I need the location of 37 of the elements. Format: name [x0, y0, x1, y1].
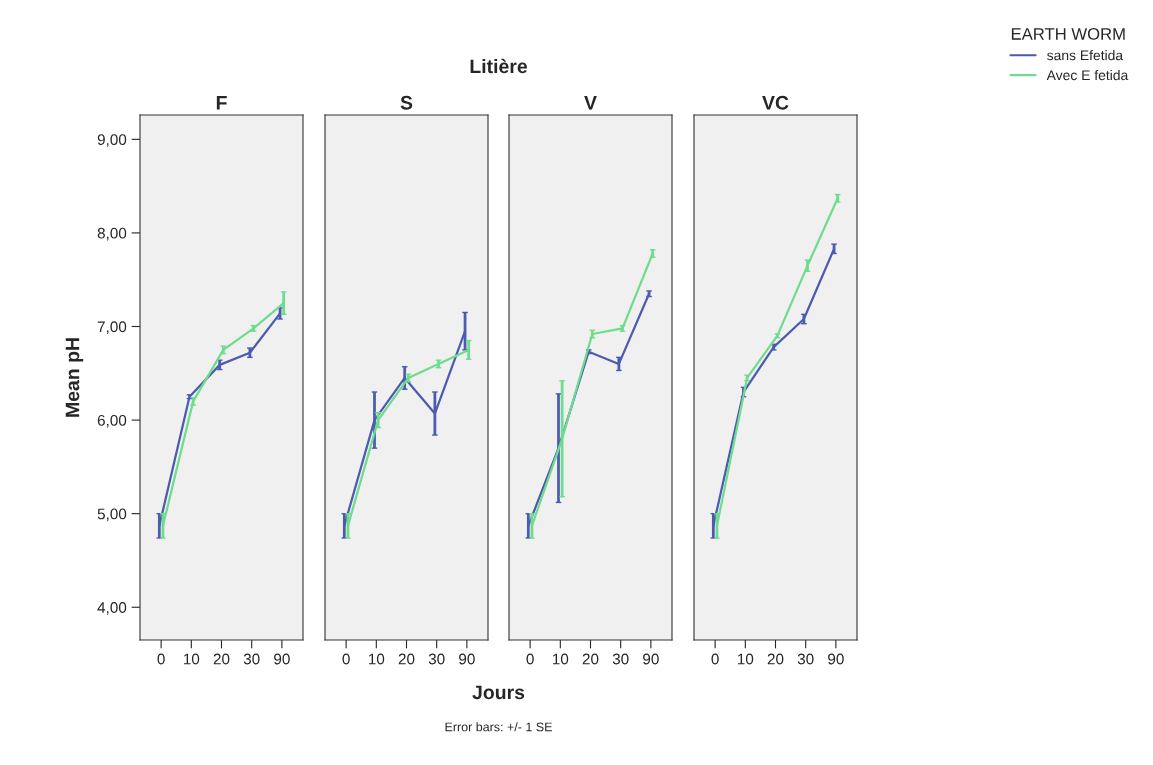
- text: Error bars: +/- 1 SE: [445, 722, 552, 732]
- x-tick-label: 20: [398, 653, 415, 665]
- x-axis-title: Jours: [472, 685, 525, 700]
- x-tick-label: 20: [213, 653, 230, 665]
- x-tick-label: 30: [797, 653, 814, 665]
- x-tick-label: 10: [552, 653, 569, 665]
- y-tick-label: 7,00: [97, 321, 127, 334]
- chart-title: F: [216, 96, 227, 110]
- x-tick-label: 0: [711, 653, 719, 665]
- chart-title: V: [584, 96, 597, 110]
- y-tick-label: 5,00: [97, 508, 127, 522]
- x-tick-label: 20: [582, 653, 599, 665]
- x-tick-label: 30: [428, 653, 445, 665]
- x-tick-label: 10: [183, 653, 200, 665]
- x-tick-label: 30: [243, 653, 260, 665]
- x-tick-label: 10: [737, 653, 754, 665]
- chart-title: S: [400, 95, 413, 110]
- x-tick-label: 0: [526, 653, 534, 665]
- x-tick-label: 0: [157, 653, 165, 665]
- chart-title: VC: [762, 95, 789, 110]
- y-axis-title: Mean pH: [65, 338, 84, 417]
- x-tick-label: 10: [368, 653, 385, 665]
- y-tick-label: 8,00: [97, 227, 127, 241]
- x-tick-label: 90: [459, 653, 475, 665]
- x-tick-label: 0: [342, 653, 350, 665]
- x-tick-label: 20: [767, 653, 784, 665]
- legend-label: sans Efetida: [1047, 50, 1124, 61]
- legend-label: Avec E fetida: [1046, 69, 1129, 81]
- x-tick-label: 90: [643, 653, 659, 665]
- y-tick-label: 9,00: [97, 134, 127, 147]
- x-tick-label: 90: [828, 653, 844, 665]
- x-tick-label: 90: [274, 653, 290, 665]
- y-tick-label: 6,00: [97, 414, 127, 428]
- y-tick-label: 4,00: [97, 602, 127, 615]
- chart-subtitle: Litière: [470, 58, 528, 74]
- legend-title: EARTH WORM: [1011, 28, 1125, 40]
- x-tick-label: 30: [612, 653, 629, 665]
